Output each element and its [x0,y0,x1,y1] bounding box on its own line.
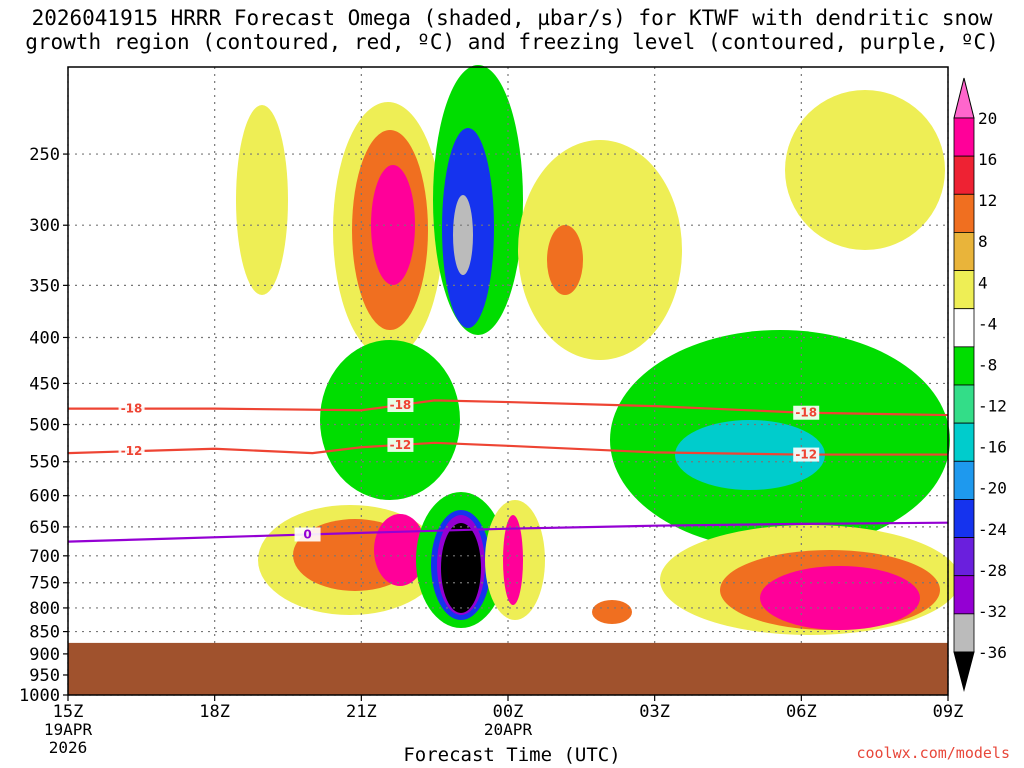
dgz-minus18-label-bg-2 [793,405,820,420]
dgz-minus18-label-bg-1 [387,398,414,413]
freezing-level-label-bg-0 [294,527,321,542]
colorbar-label-1: 16 [978,150,997,169]
colorbar-band-12 [953,537,975,577]
omega-negative-blob-lowlevel-core [441,523,481,613]
y-tick-label-1000: 1000 [19,686,60,706]
y-tick-label-350: 350 [29,276,60,296]
x-tick-sublabel-date: 20APR [484,720,533,739]
x-tick-label-06Z: 06Z [786,702,817,722]
omega-negative-region-midlevel-teal [675,420,825,490]
colorbar-band-3 [953,193,975,233]
colorbar-band-14 [953,613,975,653]
x-tick-label-21Z: 21Z [346,702,377,722]
x-axis-title: Forecast Time (UTC) [403,744,621,766]
dgz-minus12-label-bg-1 [387,437,414,452]
y-tick-label-550: 550 [29,453,60,473]
dgz-minus12-label-bg-0 [118,444,145,459]
chart-title: 2026041915 HRRR Forecast Omega (shaded, … [0,6,1024,54]
y-tick-label-300: 300 [29,216,60,236]
colorbar-label-4: 4 [978,273,988,292]
omega-positive-blob-right-orange [547,225,583,295]
y-tick-label-700: 700 [29,547,60,567]
colorbar-label-2: 12 [978,191,997,210]
colorbar-bottom-arrow [953,651,975,692]
colorbar-band-2 [953,155,975,195]
omega-positive-blob-farright-yellow [785,90,945,250]
colorbar-band-13 [953,575,975,615]
omega-mixed-region-left-green [320,340,460,500]
colorbar-band-1 [953,117,975,157]
contour-layer: -18 -18 -18 -12 -12 -12 0 [67,398,949,543]
colorbar-label-0: 20 [978,109,997,128]
freezing-level-label-0: 0 [303,527,311,541]
x-tick-sublabel-date: 19APR [44,720,93,739]
chart-title-line1: 2026041915 HRRR Forecast Omega (shaded, … [31,6,993,30]
colorbar-label-13: -36 [978,643,1007,662]
x-tick-label-15Z: 15Z [53,702,84,722]
y-tick-label-600: 600 [29,487,60,507]
colorbar-label-10: -24 [978,520,1007,539]
y-tick-label-850: 850 [29,623,60,643]
dgz-minus12-label-0: -12 [121,444,143,458]
omega-positive-blob-left-yellow [236,105,288,295]
dgz-minus18-label-0: -18 [121,402,143,416]
colorbar-label-12: -32 [978,602,1007,621]
y-tick-label-800: 800 [29,599,60,619]
omega-positive-blob-right-yellow [518,140,682,360]
colorbar-label-3: 8 [978,232,988,251]
colorbar-band-8 [953,384,975,424]
colorbar-label-9: -20 [978,479,1007,498]
colorbar-band-5 [953,270,975,310]
y-tick-label-450: 450 [29,374,60,394]
dgz-minus12-line [67,441,948,456]
colorbar-label-5: -4 [978,314,997,333]
terrain [68,642,948,695]
colorbar-band-11 [953,499,975,538]
chart-title-line2: growth region (contoured, red, ºC) and f… [25,30,999,54]
x-tick-label-09Z: 09Z [933,702,964,722]
dgz-minus18-label-1: -18 [390,398,412,412]
colorbar-label-6: -8 [978,355,997,374]
colorbar-band-4 [953,232,975,271]
colorbar-band-9 [953,422,975,462]
x-tick-label-03Z: 03Z [639,702,670,722]
x-tick-sublabel-year: 2026 [49,738,88,757]
colorbar-band-7 [953,346,975,386]
dgz-minus12-label-2: -12 [795,448,817,462]
colorbar-label-7: -12 [978,397,1007,416]
y-axis: 2503003504004505005506006507007508008509… [19,145,68,706]
omega-positive-region-lowlevel-right-core [760,566,920,630]
colorbar-band-6 [953,308,975,348]
dgz-minus12-label-1: -12 [390,438,412,452]
y-tick-label-500: 500 [29,416,60,436]
y-tick-label-950: 950 [29,666,60,686]
dgz-minus12-label-bg-2 [793,447,820,462]
y-tick-label-650: 650 [29,518,60,538]
colorbar-band-10 [953,460,975,500]
omega-positive-blob-aloft-core [371,165,415,285]
colorbar-label-8: -16 [978,438,1007,457]
credit-text: coolwx.com/models [856,744,1010,762]
colorbar: 20 16 12 8 4 -4 -8 -12 -16 -20 -24 -28 -32 -36 [953,77,1007,692]
y-tick-label-400: 400 [29,328,60,348]
omega-negative-blob-aloft-purple [453,195,473,275]
colorbar-label-11: -28 [978,561,1007,580]
dgz-minus18-line [68,399,949,417]
x-tick-label-18Z: 18Z [199,702,230,722]
freezing-level-line [67,521,949,543]
omega-positive-blob-small-core [592,600,632,624]
colorbar-top-arrow [953,77,975,119]
y-tick-label-250: 250 [29,145,60,165]
dgz-minus18-label-2: -18 [795,406,817,420]
y-tick-label-900: 900 [29,645,60,665]
y-tick-label-750: 750 [29,574,60,594]
omega-shading [236,65,960,635]
dgz-minus18-label-bg-0 [118,401,145,416]
x-tick-label-00Z: 00Z [493,702,524,722]
